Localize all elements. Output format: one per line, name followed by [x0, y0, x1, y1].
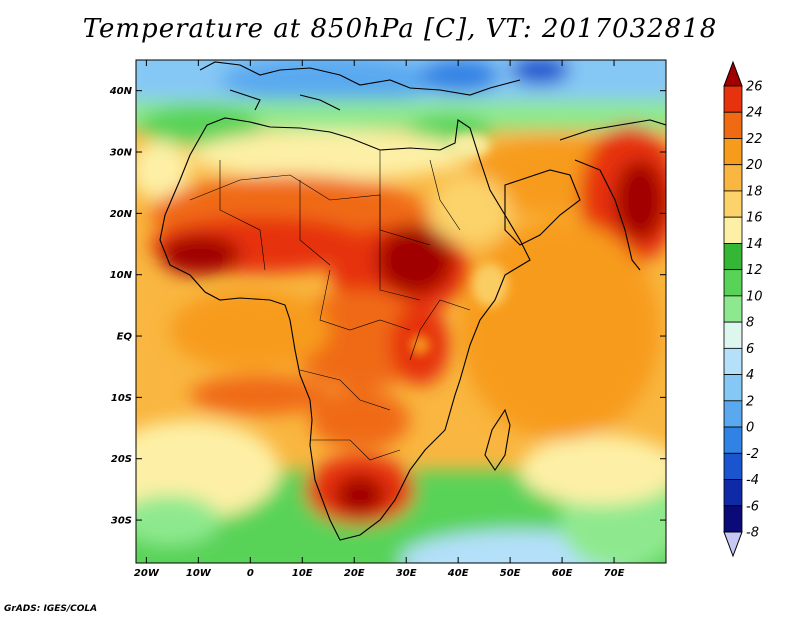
- colorbar-label: 0: [746, 421, 754, 436]
- lat-tick-label: 30S: [111, 516, 132, 527]
- lon-tick-label: 20E: [344, 568, 365, 579]
- map-title: Temperature at 850hPa [C], VT: 201703281…: [82, 14, 718, 44]
- colorbar-label: 10: [746, 289, 763, 304]
- colorbar-label: 24: [746, 106, 763, 121]
- lon-tick-label: 50E: [500, 568, 521, 579]
- lon-tick-label: 0: [247, 568, 254, 579]
- colorbar-label: 22: [746, 132, 763, 147]
- colorbar-box: [723, 216, 743, 244]
- colorbar-box: [723, 85, 743, 113]
- colorbar-label: 6: [746, 342, 754, 357]
- lat-tick-label: 30N: [110, 148, 133, 159]
- lat-tick-label: 10S: [111, 393, 132, 404]
- colorbar-box: [723, 295, 743, 323]
- temperature-field: [136, 60, 666, 563]
- colorbar-label: 8: [746, 316, 754, 331]
- coastlines: [159, 61, 666, 541]
- colorbar-box: [723, 374, 743, 402]
- lat-tick-label: 20S: [111, 454, 132, 465]
- lon-tick-label: 70E: [604, 568, 625, 579]
- colorbar-label: 12: [746, 263, 763, 278]
- colorbar-box: [723, 190, 743, 218]
- lat-tick-label: 20N: [110, 209, 133, 220]
- map-frame: [135, 59, 667, 564]
- colorbar-box: [723, 347, 743, 375]
- colorbar-top-arrow: [723, 60, 743, 87]
- colorbar-bottom-arrow: [723, 531, 743, 558]
- longitude-axis: 20W 10W 0 10E 20E 30E 40E 50E 60E 70E: [134, 60, 625, 579]
- country-borders: [189, 150, 471, 461]
- colorbar-box: [723, 138, 743, 166]
- colorbar-label: 14: [746, 237, 763, 252]
- colorbar-label: 26: [746, 80, 763, 95]
- colorbar-label: 18: [746, 184, 763, 199]
- lat-tick-label: 40N: [109, 86, 133, 97]
- lon-tick-label: 40E: [447, 568, 469, 579]
- colorbar-box: [723, 400, 743, 428]
- colorbar-label: 16: [746, 211, 763, 226]
- colorbar-label: 20: [746, 158, 763, 173]
- colorbar-label: -6: [746, 499, 759, 514]
- latitude-axis: 40N 30N 20N 10N EQ 10S 20S 30S: [109, 86, 666, 527]
- lat-tick-label: EQ: [117, 332, 133, 343]
- colorbar-box: [723, 269, 743, 297]
- colorbar-label: 4: [746, 368, 754, 383]
- colorbar-box: [723, 426, 743, 454]
- colorbar-box: [723, 452, 743, 480]
- colorbar-box: [723, 111, 743, 139]
- credit-text: GrADS: IGES/COLA: [4, 604, 98, 614]
- colorbar-label: 2: [746, 394, 754, 409]
- lon-tick-label: 10W: [186, 568, 212, 579]
- lon-tick-label: 30E: [396, 568, 417, 579]
- colorbar-label: -8: [746, 526, 759, 541]
- colorbar-box: [723, 321, 743, 349]
- lon-tick-label: 60E: [552, 568, 573, 579]
- colorbar-label: -2: [746, 447, 759, 462]
- lon-tick-label: 20W: [134, 568, 160, 579]
- colorbar-label: -4: [746, 473, 759, 488]
- colorbar-box: [723, 164, 743, 192]
- lon-tick-label: 10E: [292, 568, 313, 579]
- colorbar-box: [723, 243, 743, 271]
- lat-tick-label: 10N: [110, 270, 133, 281]
- colorbar-box: [723, 479, 743, 507]
- colorbar-box: [723, 505, 743, 533]
